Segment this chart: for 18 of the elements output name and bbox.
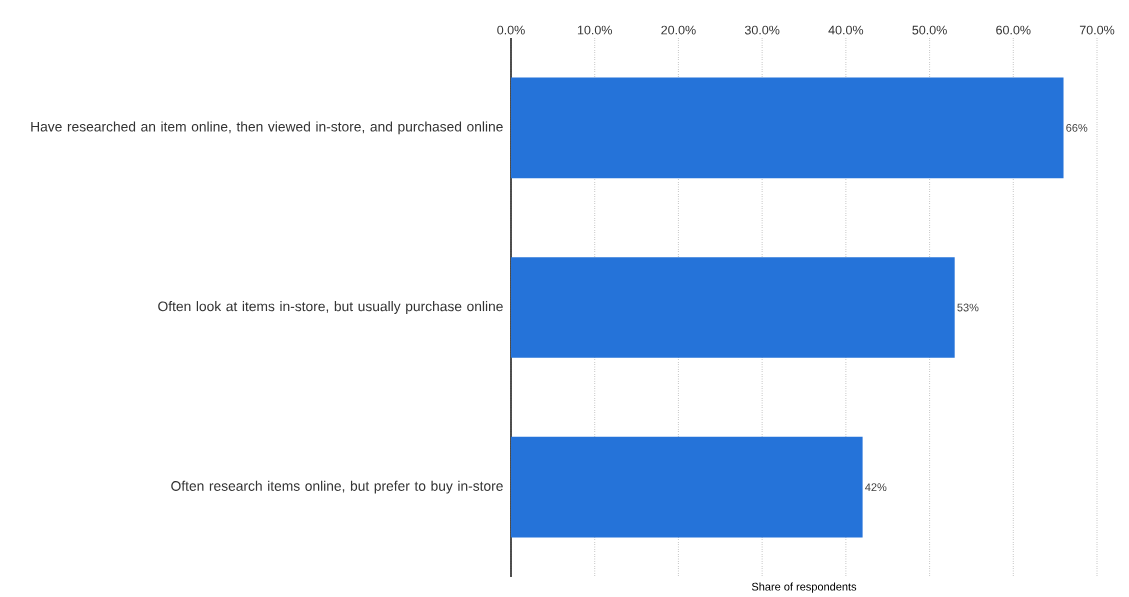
x-tick-label: 30.0% [744, 25, 780, 35]
data-label: 66% [1066, 123, 1088, 132]
y-tick-label: Often research items online, but prefer to buy in-store [171, 480, 503, 494]
bar [511, 436, 863, 538]
y-tick-label: Often look at items in-store, but usually purchase online [158, 301, 503, 314]
x-tick-label: 0.0% [497, 25, 525, 35]
x-axis-title: Share of respondents [751, 582, 857, 593]
bar [511, 257, 955, 358]
x-tick-label: 40.0% [828, 25, 864, 35]
bar [511, 77, 1064, 179]
data-label: 42% [865, 483, 887, 492]
x-tick-label: 70.0% [1079, 25, 1115, 35]
x-tick-label: 50.0% [912, 25, 947, 35]
x-tick-label: 10.0% [577, 25, 612, 35]
x-tick-label: 60.0% [996, 25, 1031, 35]
x-tick-label: 20.0% [661, 25, 696, 35]
y-tick-label: Have researched an item online, then viewed in-store, and purchased online [31, 121, 503, 135]
data-label: 53% [957, 303, 979, 312]
